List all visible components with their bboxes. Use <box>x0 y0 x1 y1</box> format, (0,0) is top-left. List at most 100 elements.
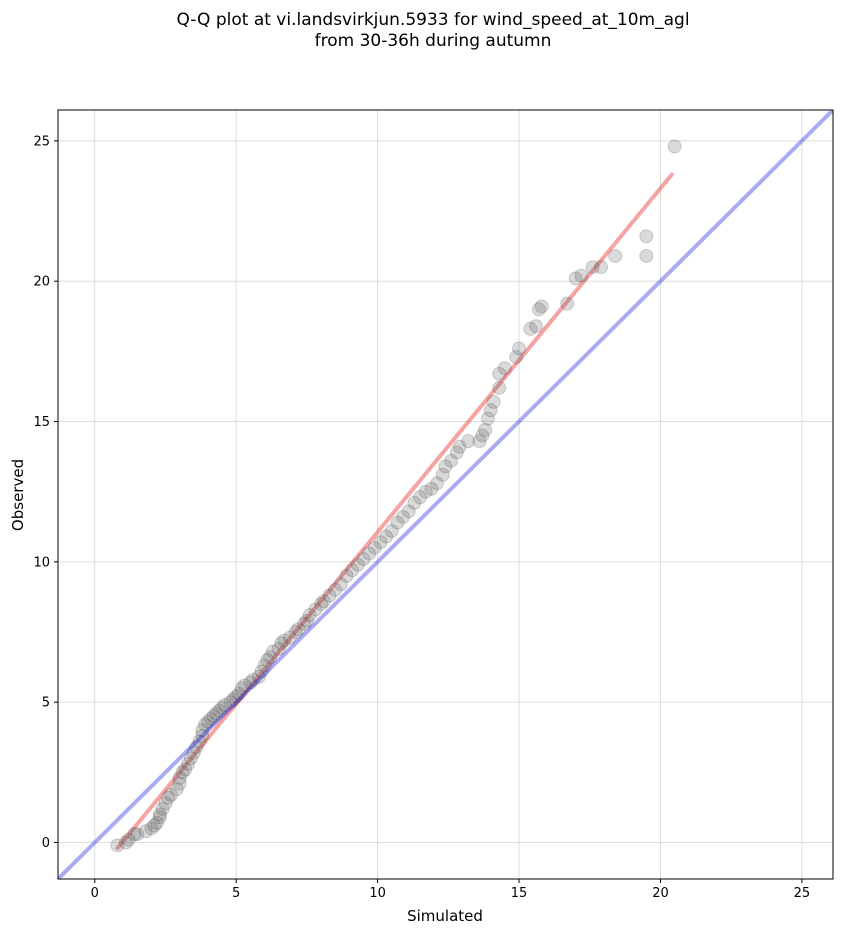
data-point <box>568 271 583 286</box>
data-point <box>155 801 170 816</box>
data-point <box>608 248 623 263</box>
data-point <box>667 139 682 154</box>
data-point <box>529 319 544 334</box>
data-point <box>492 366 507 381</box>
data-point <box>158 796 173 811</box>
data-point <box>232 686 247 701</box>
data-point <box>229 689 244 704</box>
data-point <box>384 523 399 538</box>
data-point <box>181 756 196 771</box>
x-tick-label: 0 <box>91 886 99 901</box>
x-tick-label: 15 <box>511 886 528 901</box>
data-point <box>314 596 329 611</box>
data-point <box>574 268 589 283</box>
data-point <box>483 403 498 418</box>
x-axis-label: Simulated <box>407 907 483 925</box>
data-point <box>333 577 348 592</box>
data-point <box>200 714 215 729</box>
data-point <box>217 697 232 712</box>
data-point <box>452 439 467 454</box>
data-point <box>234 681 249 696</box>
data-point <box>639 229 654 244</box>
data-point <box>308 602 323 617</box>
data-point <box>560 296 575 311</box>
y-tick-label: 25 <box>33 134 50 149</box>
data-point <box>144 821 159 836</box>
data-point <box>486 394 501 409</box>
data-point <box>418 484 433 499</box>
chart-title: Q-Q plot at vi.landsvirkjun.5933 for win… <box>0 10 843 52</box>
data-point <box>260 653 275 668</box>
data-point <box>356 552 371 567</box>
y-tick-label: 10 <box>33 555 50 570</box>
data-point <box>328 582 343 597</box>
data-point <box>475 428 490 443</box>
plot-frame <box>57 109 834 880</box>
data-point <box>291 622 306 637</box>
data-point <box>277 633 292 648</box>
data-point <box>226 692 241 707</box>
data-point <box>161 790 176 805</box>
data-point <box>534 299 549 314</box>
data-point <box>350 557 365 572</box>
data-point <box>435 467 450 482</box>
data-point <box>274 636 289 651</box>
data-point <box>367 540 382 555</box>
data-point <box>594 260 609 275</box>
x-tick-label: 10 <box>369 886 386 901</box>
data-point <box>523 321 538 336</box>
data-point <box>531 302 546 317</box>
data-point <box>509 349 524 364</box>
data-point <box>345 563 360 578</box>
data-point <box>390 515 405 530</box>
y-tick-label: 15 <box>33 415 50 430</box>
plot-area <box>58 110 833 879</box>
y-tick-label: 5 <box>42 696 50 711</box>
data-point <box>130 827 145 842</box>
data-point <box>492 380 507 395</box>
data-point <box>195 723 210 738</box>
data-point <box>110 838 125 853</box>
data-point <box>186 745 201 760</box>
data-point <box>299 613 314 628</box>
data-point <box>178 762 193 777</box>
data-point <box>149 815 164 830</box>
data-point <box>251 669 266 684</box>
data-point <box>195 728 210 743</box>
data-point <box>379 529 394 544</box>
data-point <box>152 807 167 822</box>
data-point <box>413 490 428 505</box>
data-point <box>127 827 142 842</box>
data-point <box>297 616 312 631</box>
data-point <box>322 588 337 603</box>
chart-title-line-2: from 30-36h during autumn <box>314 31 552 51</box>
data-point <box>192 734 207 749</box>
data-point <box>424 481 439 496</box>
x-tick-label: 5 <box>232 886 240 901</box>
data-point <box>147 818 162 833</box>
x-tick-label: 20 <box>652 886 669 901</box>
data-point <box>206 709 221 724</box>
data-point <box>172 776 187 791</box>
data-point <box>639 248 654 263</box>
data-point <box>215 700 230 715</box>
data-point <box>480 411 495 426</box>
data-point <box>444 453 459 468</box>
fit-line <box>115 172 674 851</box>
y-axis-label: Observed <box>9 459 27 531</box>
data-point <box>212 703 227 718</box>
scatter-points <box>110 139 682 853</box>
data-point <box>449 445 464 460</box>
y-tick-label: 20 <box>33 275 50 290</box>
data-point <box>585 260 600 275</box>
data-point <box>282 630 297 645</box>
data-point <box>478 422 493 437</box>
data-point <box>189 740 204 755</box>
y-tick-label: 0 <box>42 836 50 851</box>
data-point <box>316 594 331 609</box>
data-point <box>430 476 445 491</box>
data-point <box>472 434 487 449</box>
data-point <box>271 641 286 656</box>
data-point <box>237 678 252 693</box>
x-tick-label: 25 <box>794 886 811 901</box>
